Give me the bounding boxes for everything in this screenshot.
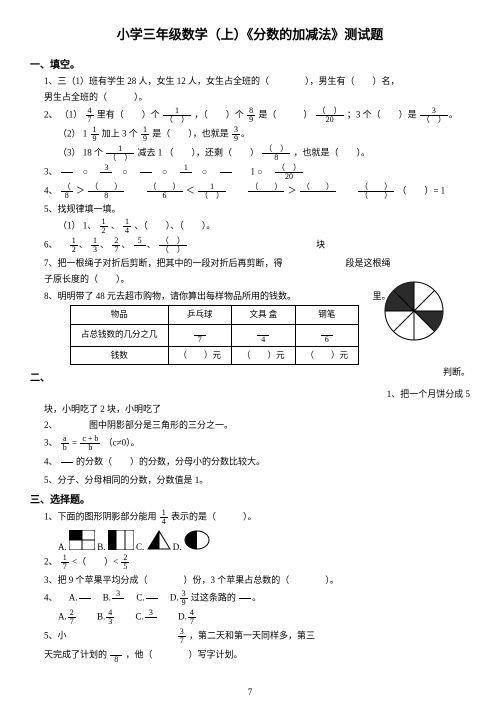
shape-grid-icon xyxy=(108,530,134,550)
x4: 4、 A. B.3 C. D.39 过这条路的 。 xyxy=(44,590,470,607)
page-title: 小学三年级数学（上）《分数的加减法》测试题 xyxy=(30,25,470,46)
x2: 2、 17 <（ ）< 25 xyxy=(44,554,470,571)
q1: 1、三（1）班有学生 28 人，女生 12 人，女生占全班的（ ），男生有（ ）… xyxy=(44,74,470,88)
x1: 1、下面的图形阴影部分能用 14 表示的是（ ）。 xyxy=(44,509,470,526)
q2b: （2） 1 19 加上 3 个 19 是（ ），也就是 39。 xyxy=(58,126,470,143)
j4: 4、 的分数（ ）的分数，分母小的分数比较大。 xyxy=(44,454,470,471)
j5: 5、分子、分母相同的分数，分数值是 1。 xyxy=(44,473,470,487)
s2b: 1、把一个月饼分成 5 xyxy=(30,387,470,401)
x3: 3、把 9 个苹果平均分成（ ）份，3 个苹果占总数的（ ）。 xyxy=(44,573,470,587)
q7: 7、把一根绳子对折后剪断，把其中的一段对折后再剪断，得 段是这根绳 xyxy=(44,256,470,270)
q2: 2、 （1） 47 里有（ ）个 1（ ） ，（ ）个 89 是（ ） （ ）2… xyxy=(44,107,470,124)
q4: 4、 （8 ＞ （ ）8 （ ）6 ＜ 1（ ） （ ） ＞ （ ） （ ）（ … xyxy=(44,183,470,200)
x5: 5、小 37 ，第二天和第一天同样多，第三 xyxy=(44,628,470,645)
q3: 3、 ○ 3 ○ ○ 1 ○ 1 ○ （ ）20 xyxy=(44,164,470,181)
q5: 5、找规律填一填。 xyxy=(44,202,470,216)
x5-options: A.27 B.43 C.3 D.47 xyxy=(58,609,470,626)
section-1: 一、填空。 xyxy=(30,58,470,74)
table-items: 物品乒乓球文具 盒钢笔 占总钱数的几分之几 7 4 6 钱数（ ）元（ ）元（ … xyxy=(70,305,359,365)
q5a: （1） 1、 12 、 14 、（ ）、（ ）。 xyxy=(58,218,470,235)
q6: 6、 12、 13、 27、 5 、 （ ）（ ） 块 xyxy=(44,237,470,254)
section-3: 三、选择题。 xyxy=(30,493,470,509)
page-number: 7 xyxy=(248,685,253,699)
section-2: 二、 xyxy=(30,371,50,387)
q1b: 男生占全班的（ ）。 xyxy=(44,90,470,104)
x5b2: 天完成了计划的 8 ，他（ ）写字计划。 xyxy=(44,647,470,664)
shape-triangle-icon xyxy=(147,530,171,550)
x1-options: A. B. C. D. xyxy=(58,530,470,554)
j2: 2、 图中阴影部分是三角形的三分之一。 xyxy=(44,418,470,432)
j3: 3、 ab = c + bb （c≠0）。 xyxy=(44,435,470,452)
s2c: 块，小明吃了 2 块，小明吃了 xyxy=(44,402,470,416)
s2a: 判断。 xyxy=(443,365,470,387)
pie-chart-icon xyxy=(383,280,445,342)
shape-ellipse-icon xyxy=(184,530,210,550)
shape-rect-icon xyxy=(69,530,95,550)
q2c: （3） 18 个 1（ ） 减去 1 （ ），还剩（ ） （ ）8 ，也就是（ … xyxy=(58,145,470,162)
